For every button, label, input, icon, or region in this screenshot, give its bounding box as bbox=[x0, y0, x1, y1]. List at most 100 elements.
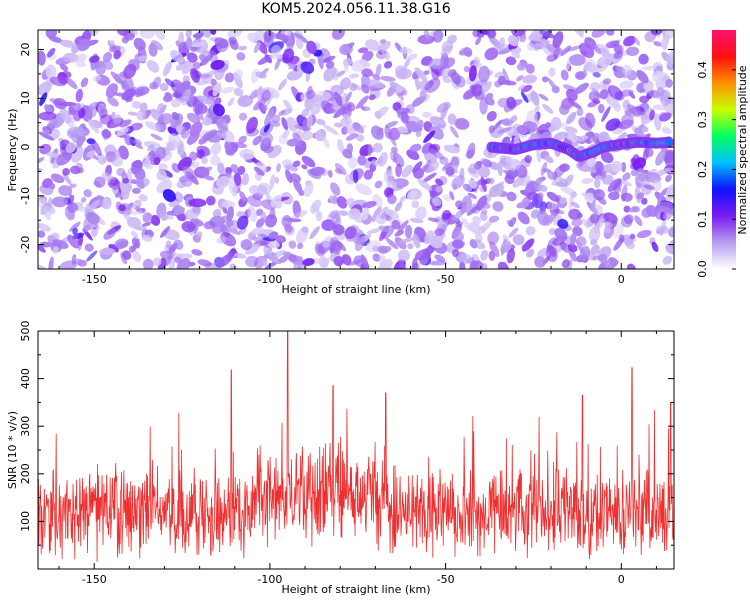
heatmap-cell bbox=[634, 127, 645, 139]
heatmap-cell bbox=[506, 96, 517, 110]
heatmap-cell bbox=[86, 150, 96, 158]
heatmap-cell bbox=[38, 50, 46, 66]
heatmap-cell bbox=[343, 59, 349, 72]
heatmap-cell bbox=[423, 130, 436, 144]
heatmap-cell bbox=[415, 130, 422, 138]
heatmap-cell bbox=[52, 246, 59, 254]
heatmap-cell bbox=[59, 63, 69, 72]
heatmap-cell bbox=[163, 245, 170, 252]
x-tick-label: -100 bbox=[257, 573, 282, 586]
heatmap-cell bbox=[639, 95, 650, 104]
heatmap-cell bbox=[53, 97, 68, 110]
heatmap-cell bbox=[225, 219, 234, 228]
heatmap-cell bbox=[77, 38, 91, 52]
heatmap-cell bbox=[121, 88, 136, 101]
heatmap-cell bbox=[352, 169, 359, 184]
heatmap-cell bbox=[566, 111, 577, 125]
heatmap-cell bbox=[158, 163, 168, 172]
heatmap-cell bbox=[497, 161, 503, 177]
heatmap-cell bbox=[256, 185, 268, 196]
heatmap-cell bbox=[584, 58, 597, 72]
heatmap-cell bbox=[395, 65, 408, 79]
heatmap-cell bbox=[651, 241, 659, 252]
heatmap-cell bbox=[194, 30, 204, 40]
heatmap-cell bbox=[592, 255, 600, 261]
heatmap-cell bbox=[441, 40, 454, 53]
heatmap-cell bbox=[155, 146, 167, 160]
heatmap-cell bbox=[576, 236, 587, 246]
heatmap-cell bbox=[239, 191, 247, 202]
heatmap-cell bbox=[530, 90, 540, 107]
heatmap-cell bbox=[51, 196, 68, 208]
heatmap-cell bbox=[422, 111, 432, 118]
heatmap-cell bbox=[398, 259, 407, 269]
heatmap-cell bbox=[455, 220, 463, 228]
page-title: KOM5.2024.056.11.38.G16 bbox=[261, 1, 451, 17]
heatmap-cell bbox=[461, 217, 472, 232]
heatmap-cell bbox=[447, 113, 457, 125]
heatmap-cell bbox=[118, 145, 129, 160]
heatmap-cell bbox=[575, 135, 589, 142]
heatmap-cell bbox=[559, 163, 570, 172]
heatmap-cell bbox=[603, 212, 618, 224]
heatmap-cell bbox=[526, 191, 538, 200]
heatmap-cell bbox=[634, 37, 641, 46]
heatmap-cell bbox=[638, 174, 649, 182]
heatmap-cell bbox=[506, 248, 515, 264]
heatmap-cell bbox=[209, 155, 221, 166]
heatmap-cell bbox=[644, 147, 654, 158]
heatmap-cell bbox=[314, 243, 325, 257]
heatmap-cell bbox=[367, 79, 385, 88]
heatmap-cell bbox=[339, 118, 350, 127]
heatmap-cell bbox=[428, 58, 444, 70]
heatmap-cell bbox=[69, 183, 77, 189]
heatmap-cell bbox=[621, 192, 633, 202]
heatmap-cell bbox=[364, 106, 371, 112]
heatmap-cell bbox=[589, 213, 600, 224]
heatmap-cell bbox=[45, 30, 58, 39]
heatmap-cell bbox=[656, 87, 665, 97]
heatmap-cell bbox=[588, 225, 601, 243]
heatmap-cell bbox=[445, 166, 455, 176]
heatmap-cell bbox=[401, 164, 413, 178]
heatmap-cell bbox=[541, 76, 549, 83]
x-tick-label: -150 bbox=[82, 573, 107, 586]
heatmap-cell bbox=[545, 245, 558, 263]
heatmap-cell bbox=[274, 176, 280, 184]
heatmap-cell bbox=[630, 169, 639, 177]
heatmap-cell bbox=[592, 204, 603, 215]
heatmap-cell bbox=[625, 46, 640, 57]
heatmap-cell bbox=[601, 106, 611, 123]
heatmap-cell bbox=[192, 61, 201, 70]
heatmap-cell bbox=[45, 64, 57, 79]
heatmap-cell bbox=[565, 131, 578, 142]
heatmap-cell bbox=[67, 202, 79, 213]
heatmap-cell bbox=[429, 148, 445, 160]
heatmap-cell bbox=[293, 255, 304, 269]
heatmap-cell bbox=[522, 121, 538, 133]
heatmap-cell bbox=[38, 223, 51, 232]
heatmap-cell bbox=[570, 232, 577, 246]
heatmap-cell bbox=[59, 39, 76, 48]
heatmap-cell bbox=[537, 210, 549, 226]
heatmap-cell bbox=[210, 59, 225, 70]
heatmap-cell bbox=[508, 227, 519, 238]
heatmap-cell bbox=[306, 40, 317, 54]
heatmap-cell bbox=[441, 162, 454, 171]
heatmap-cell bbox=[58, 185, 73, 197]
heatmap-cell bbox=[471, 260, 484, 269]
heatmap-cell bbox=[186, 112, 201, 124]
heatmap-cell bbox=[132, 187, 141, 194]
heatmap-cell bbox=[270, 194, 282, 208]
heatmap-cell bbox=[286, 138, 300, 147]
heatmap-cell bbox=[220, 232, 237, 247]
x-tick-label: 0 bbox=[618, 273, 625, 286]
heatmap-cell bbox=[458, 47, 468, 56]
heatmap-cell bbox=[656, 225, 662, 232]
heatmap-cell bbox=[177, 31, 185, 48]
colorbar-tick-label: 0.2 bbox=[696, 161, 709, 179]
heatmap-cell bbox=[253, 166, 265, 176]
heatmap-cell bbox=[379, 39, 387, 44]
heatmap-cell bbox=[643, 184, 655, 190]
heatmap-cell bbox=[188, 198, 207, 208]
